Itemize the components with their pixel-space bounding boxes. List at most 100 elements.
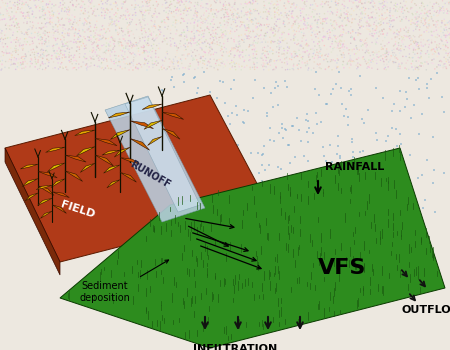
Point [246, 15, 253, 20]
Point [266, 9, 273, 15]
Point [193, 10, 200, 15]
Point [349, 58, 356, 64]
Point [59, 43, 66, 49]
Point [141, 48, 148, 54]
Point [436, 8, 443, 14]
Point [227, 148, 234, 154]
Point [167, 27, 174, 33]
Point [36, 32, 44, 37]
Point [371, 20, 378, 25]
Point [368, 60, 375, 65]
Point [396, 5, 403, 10]
Point [199, 40, 206, 46]
Point [334, 42, 342, 48]
Point [233, 61, 240, 66]
Point [81, 2, 88, 7]
Point [13, 25, 20, 30]
Point [389, 59, 396, 64]
Point [52, 36, 59, 42]
Point [123, 16, 130, 22]
Point [126, 67, 133, 73]
Point [431, 8, 438, 14]
Point [393, 34, 400, 40]
Point [65, 17, 72, 22]
Polygon shape [20, 164, 38, 169]
Point [392, 7, 399, 13]
Point [313, 69, 320, 75]
Point [180, 71, 188, 76]
Point [333, 6, 340, 11]
Point [14, 21, 21, 27]
Point [379, 44, 386, 50]
Point [0, 4, 4, 10]
Point [358, 1, 365, 6]
Point [113, 29, 120, 35]
Point [202, 50, 209, 55]
Point [234, 49, 241, 54]
Point [191, 10, 198, 16]
Point [258, 27, 265, 33]
Point [171, 66, 178, 71]
Point [132, 10, 139, 15]
Point [222, 10, 229, 15]
Point [232, 67, 239, 72]
Point [430, 12, 437, 18]
Point [222, 63, 229, 69]
Polygon shape [148, 136, 162, 146]
Point [251, 35, 258, 40]
Point [167, 117, 174, 122]
Point [70, 39, 77, 45]
Point [414, 14, 421, 19]
Point [152, 36, 159, 41]
Point [428, 15, 435, 21]
Point [373, 39, 380, 45]
Point [306, 125, 313, 131]
Point [188, 29, 195, 35]
Point [392, 126, 400, 132]
Point [207, 161, 215, 166]
Point [349, 34, 356, 40]
Point [418, 33, 425, 38]
Point [371, 50, 378, 56]
Point [216, 20, 224, 26]
Point [54, 15, 61, 21]
Point [190, 40, 198, 46]
Point [149, 14, 156, 20]
Point [58, 60, 65, 65]
Point [32, 59, 39, 65]
Point [225, 16, 232, 22]
Point [31, 35, 38, 40]
Point [158, 66, 166, 72]
Point [382, 54, 389, 60]
Point [18, 9, 25, 15]
Point [271, 12, 278, 18]
Point [250, 56, 257, 61]
Point [275, 38, 283, 44]
Point [92, 3, 99, 9]
Point [334, 57, 342, 63]
Point [310, 14, 318, 20]
Point [243, 12, 251, 18]
Point [403, 34, 410, 39]
Point [314, 24, 321, 30]
Point [178, 32, 185, 37]
Point [443, 33, 450, 38]
Point [223, 46, 230, 52]
Point [117, 47, 124, 53]
Point [352, 43, 360, 49]
Point [249, 47, 256, 52]
Point [328, 0, 335, 4]
Point [273, 58, 280, 63]
Point [355, 30, 362, 36]
Point [362, 50, 369, 56]
Point [238, 49, 246, 55]
Point [65, 19, 72, 24]
Point [90, 34, 97, 40]
Point [129, 17, 136, 22]
Point [409, 37, 416, 43]
Point [18, 2, 26, 7]
Point [141, 16, 149, 21]
Point [234, 193, 241, 198]
Point [413, 16, 420, 22]
Point [212, 34, 219, 39]
